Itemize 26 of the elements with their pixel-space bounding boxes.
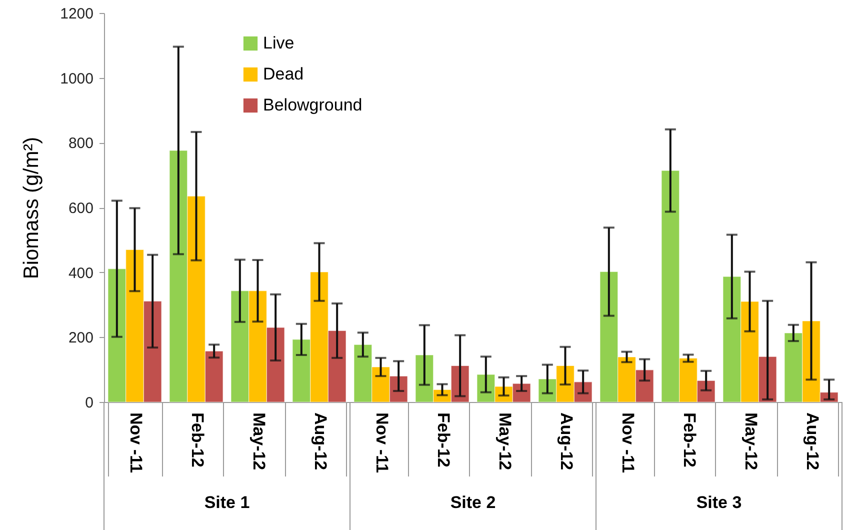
y-tick-label: 0 [85, 394, 94, 412]
x-tick-label: Feb-12 [434, 412, 453, 468]
y-tick-label: 1000 [60, 70, 94, 88]
legend-label: Belowground [263, 96, 362, 114]
y-tick-label: 400 [68, 264, 94, 282]
x-tick-label: Aug-12 [802, 412, 822, 470]
y-tick-label: 800 [68, 135, 94, 152]
x-tick-label: Aug-12 [310, 412, 330, 470]
x-tick-label: Nov -11 [618, 412, 638, 473]
x-tick-label: Feb-12 [188, 412, 207, 468]
x-tick-label: Aug-12 [556, 412, 576, 470]
y-axis-title: Biomass (g/m²) [20, 136, 44, 280]
legend-label: Dead [263, 64, 304, 84]
text: Site 1 [204, 493, 250, 512]
y-tick-label: 1200 [60, 6, 94, 22]
x-tick-label: Nov -11 [126, 412, 146, 473]
text: Site 3 [696, 493, 742, 512]
y-tick-label: 200 [68, 330, 94, 347]
x-tick-label: May-12 [249, 412, 268, 470]
x-tick-label: Nov -11 [372, 412, 392, 473]
y-tick-label: 600 [68, 200, 94, 217]
text: Site 2 [450, 493, 496, 512]
x-tick-label: May-12 [741, 412, 760, 470]
x-tick-label: Feb-12 [680, 412, 699, 468]
x-tick-label: May-12 [495, 412, 514, 470]
legend-label: Live [263, 34, 294, 52]
